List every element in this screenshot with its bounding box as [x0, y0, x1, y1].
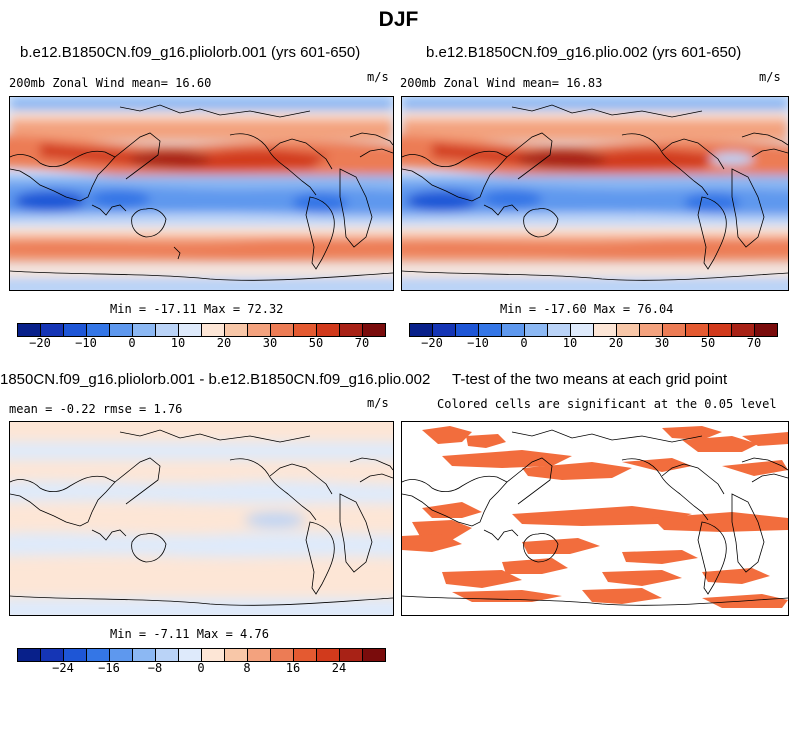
bottom-left-colorbar — [17, 648, 386, 662]
top-left-map-svg — [10, 97, 393, 290]
colorbar-tick: 10 — [562, 336, 578, 350]
colorbar-tick: 70 — [746, 336, 762, 350]
colorbar-tick: 50 — [700, 336, 716, 350]
bottom-left-units: m/s — [367, 396, 389, 410]
top-left-colorbar — [17, 323, 386, 337]
bottom-left-minmax: Min = -7.11 Max = 4.76 — [110, 627, 269, 641]
coastlines — [402, 429, 788, 606]
top-right-case-title: b.e12.B1850CN.f09_g16.plio.002 (yrs 601-… — [426, 44, 742, 61]
colorbar-tick: 20 — [608, 336, 624, 350]
top-right-colorbar — [409, 323, 778, 337]
coastlines — [10, 429, 393, 606]
colorbar-tick: 50 — [308, 336, 324, 350]
top-left-stats: Min = -17.11 Max = 72.32 — [110, 302, 284, 316]
colorbar-tick: 0 — [128, 336, 136, 350]
bottom-right-subtitle: Colored cells are significant at the 0.0… — [437, 397, 777, 411]
top-right-units: m/s — [759, 70, 781, 84]
top-left-case-title: b.e12.B1850CN.f09_g16.pliolorb.001 (yrs … — [20, 44, 361, 61]
colorbar-tick: −8 — [147, 661, 163, 675]
colorbar-tick: −24 — [52, 661, 74, 675]
colorbar-tick: −16 — [98, 661, 120, 675]
colorbar-tick: 0 — [197, 661, 205, 675]
colorbar-tick: 0 — [520, 336, 528, 350]
bottom-left-case-title: 1850CN.f09_g16.pliolorb.001 - b.e12.B185… — [0, 371, 452, 388]
bottom-left-case-title-text: 1850CN.f09_g16.pliolorb.001 - b.e12.B185… — [0, 371, 431, 388]
top-right-variable-label: 200mb Zonal Wind mean= 16.83 — [400, 76, 603, 90]
bottom-left-map — [9, 421, 394, 616]
top-left-variable-label: 200mb Zonal Wind mean= 16.60 — [9, 76, 212, 90]
bottom-left-stats-label: mean = -0.22 rmse = 1.76 — [9, 402, 183, 416]
coastlines — [10, 104, 393, 281]
colorbar-tick: 8 — [243, 661, 251, 675]
colorbar-tick: 30 — [262, 336, 278, 350]
significance-regions — [402, 426, 788, 608]
colorbar-tick: 20 — [216, 336, 232, 350]
top-right-map-svg — [402, 97, 788, 290]
bottom-right-case-title: T-test of the two means at each grid poi… — [452, 371, 728, 388]
top-left-map — [9, 96, 394, 291]
top-right-map — [401, 96, 789, 291]
colorbar-tick: −10 — [467, 336, 489, 350]
colorbar-tick: −10 — [75, 336, 97, 350]
colorbar-tick: 10 — [170, 336, 186, 350]
top-right-stats: Min = -17.60 Max = 76.04 — [500, 302, 674, 316]
bottom-right-map-svg — [402, 422, 788, 615]
colorbar-tick: 30 — [654, 336, 670, 350]
colorbar-tick: 70 — [354, 336, 370, 350]
colorbar-tick: 16 — [285, 661, 301, 675]
colorbar-tick: −20 — [421, 336, 443, 350]
bottom-left-map-svg — [10, 422, 393, 615]
colorbar-tick: −20 — [29, 336, 51, 350]
colorbar-tick: 24 — [331, 661, 347, 675]
figure-title: DJF — [378, 8, 419, 31]
coastlines — [402, 104, 788, 281]
bottom-right-map — [401, 421, 789, 616]
top-left-units: m/s — [367, 70, 389, 84]
